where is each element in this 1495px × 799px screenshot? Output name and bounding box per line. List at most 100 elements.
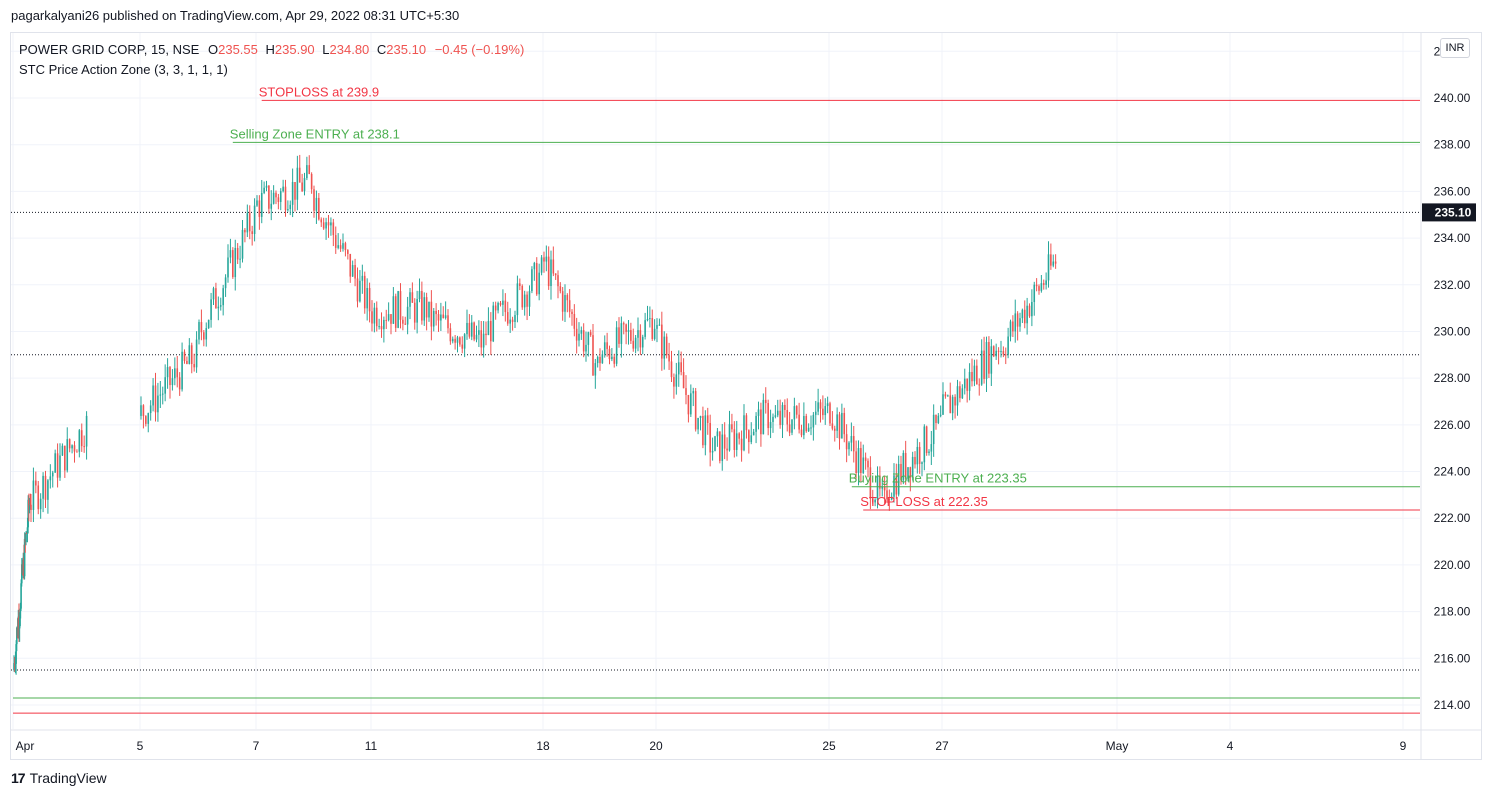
candle-body	[421, 291, 423, 321]
candle-body	[1045, 280, 1047, 285]
candle-body	[723, 434, 726, 449]
candle-body	[521, 285, 524, 308]
indicator-title[interactable]: STC Price Action Zone (3, 3, 1, 1, 1)	[19, 62, 228, 77]
candle-body	[444, 315, 447, 318]
candle-body	[641, 336, 644, 348]
candle-body	[270, 203, 273, 209]
candle-body	[411, 292, 414, 303]
candle-body	[203, 332, 205, 340]
y-tick-label: 234.00	[1434, 231, 1471, 245]
candle-body	[51, 472, 54, 477]
candle-body	[860, 448, 862, 473]
publisher-line: pagarkalyani26 published on TradingView.…	[11, 8, 460, 23]
candle-body	[337, 245, 339, 248]
candle-body	[385, 319, 388, 321]
candle-body	[253, 205, 256, 234]
candle-body	[668, 355, 670, 362]
x-tick-label: 11	[365, 739, 378, 753]
candle-body	[942, 394, 944, 415]
candle-body	[925, 426, 928, 453]
candle-body	[59, 455, 61, 478]
candle-body	[895, 475, 898, 495]
candle-body	[639, 330, 642, 348]
candle-body	[183, 351, 186, 361]
candle-body	[373, 307, 376, 324]
candle-body	[582, 330, 585, 352]
close-value: 235.10	[386, 42, 427, 57]
candle-body	[42, 475, 44, 499]
candle-body	[399, 291, 402, 320]
candle-body	[454, 338, 456, 343]
candle-body	[1004, 354, 1007, 356]
symbol-name[interactable]: POWER GRID CORP, 15, NSE	[19, 42, 200, 57]
candle-body	[704, 415, 707, 446]
candle-body	[939, 414, 942, 416]
candle-body	[13, 663, 15, 670]
candle-body	[368, 287, 371, 312]
candle-body	[397, 291, 399, 328]
candle-body	[1016, 313, 1019, 327]
candle-body	[272, 192, 275, 204]
candle-body	[702, 415, 704, 446]
y-tick-label: 214.00	[1434, 698, 1471, 712]
currency-badge[interactable]: INR	[1440, 38, 1470, 58]
candle-body	[78, 430, 81, 452]
candle-body	[164, 377, 166, 394]
y-tick-label: 236.00	[1434, 184, 1471, 198]
candle-body	[402, 319, 404, 324]
candle-body	[728, 424, 731, 451]
candle-body	[805, 416, 808, 432]
signal-label: STOPLOSS at 239.9	[259, 84, 379, 99]
candle-body	[142, 405, 145, 417]
candle-body	[757, 409, 760, 416]
candle-body	[526, 294, 528, 307]
candle-body	[251, 231, 253, 234]
candle-body	[1033, 284, 1036, 302]
candle-body	[166, 367, 169, 378]
candle-body	[1002, 351, 1005, 355]
candle-body	[944, 394, 947, 397]
y-tick-label: 228.00	[1434, 371, 1471, 385]
candle-body	[456, 337, 459, 343]
candle-body	[387, 314, 390, 321]
y-tick-label: 232.00	[1434, 278, 1471, 292]
candle-body	[61, 445, 64, 456]
candle-body	[914, 456, 916, 465]
candle-body	[334, 235, 337, 248]
candle-body	[277, 197, 280, 202]
candle-body	[442, 314, 445, 318]
candle-body	[985, 342, 988, 379]
candle-body	[620, 323, 623, 344]
candle-body	[786, 409, 789, 425]
candle-body	[447, 315, 449, 329]
low-value: 234.80	[329, 42, 370, 57]
candle-body	[366, 287, 368, 309]
candle-body	[928, 451, 930, 453]
candle-body	[313, 189, 315, 211]
candle-body	[911, 456, 914, 478]
candles	[13, 154, 1057, 675]
candle-body	[494, 305, 497, 311]
candle-body	[523, 294, 526, 308]
candle-body	[154, 385, 157, 413]
legend: POWER GRID CORP, 15, NSE O235.55 H235.90…	[19, 40, 524, 80]
candle-body	[217, 306, 220, 309]
candle-body	[1000, 351, 1002, 353]
candle-body	[540, 257, 543, 273]
candle-body	[236, 247, 239, 260]
candle-body	[658, 324, 661, 326]
candle-body	[492, 305, 495, 342]
candle-body	[413, 302, 416, 323]
y-tick-label: 230.00	[1434, 324, 1471, 338]
candle-body	[195, 339, 198, 368]
candle-body	[923, 426, 926, 463]
candle-body	[188, 345, 191, 364]
candle-body	[592, 335, 594, 376]
candle-body	[810, 427, 812, 429]
candle-body	[26, 527, 29, 534]
candle-body	[1054, 261, 1057, 264]
candle-body	[310, 174, 313, 190]
x-tick-label: Apr	[16, 739, 35, 753]
candle-body	[752, 431, 755, 436]
